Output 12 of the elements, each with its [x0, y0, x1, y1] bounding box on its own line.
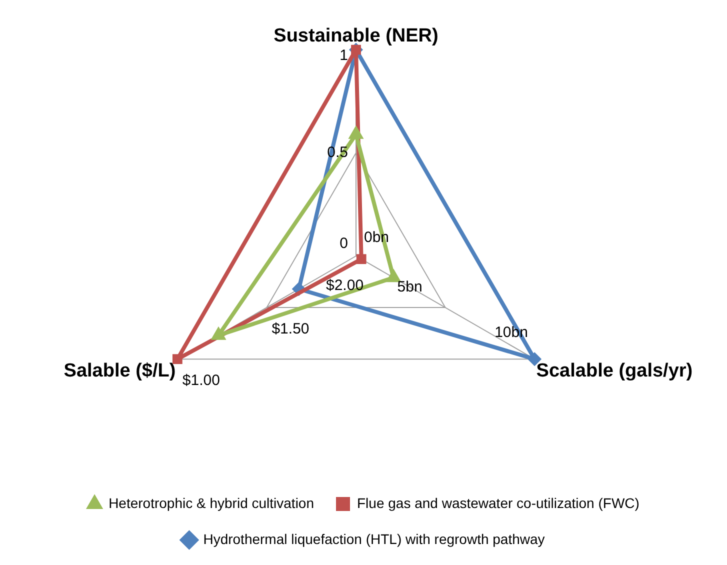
text: $1.50: [272, 320, 310, 338]
y-tick-label: 1: [340, 46, 348, 64]
spoke-label: Salable ($/L): [64, 360, 176, 382]
legend-label: Heterotrophic & hybrid cultivation: [108, 494, 314, 511]
text: 5bn: [397, 278, 422, 296]
legend-label: Hydrothermal liquefaction (HTL) with regrowth pathway: [203, 530, 545, 547]
y-tick-label: 0: [340, 235, 348, 252]
text: $1.00: [182, 372, 220, 390]
legend-label: Flue gas and wastewater co-utilization (FWC): [357, 494, 640, 511]
spoke-label: Sustainable (NER): [274, 26, 438, 47]
spoke-label: Scalable (gals/yr): [536, 360, 693, 382]
text: $2.00: [326, 277, 364, 294]
